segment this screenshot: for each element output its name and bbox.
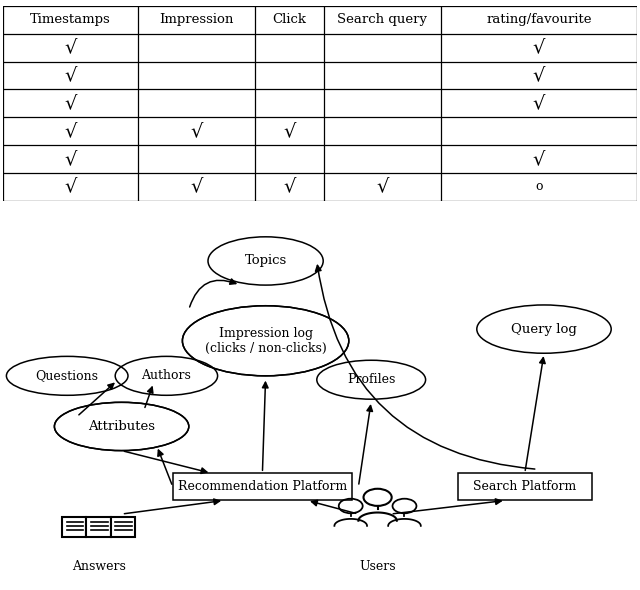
Bar (173, 473, 352, 500)
Text: Topics: Topics (244, 254, 287, 267)
Text: √: √ (65, 38, 77, 57)
Text: Questions: Questions (36, 369, 99, 382)
Text: Search query: Search query (337, 14, 428, 27)
Ellipse shape (182, 306, 349, 376)
Text: √: √ (65, 122, 77, 140)
Text: Recommendation Platform: Recommendation Platform (178, 480, 347, 493)
Text: Click: Click (273, 14, 307, 27)
Text: Attributes: Attributes (88, 420, 155, 433)
Text: Search Platform: Search Platform (473, 480, 577, 493)
Text: Query log: Query log (511, 323, 577, 336)
Text: √: √ (284, 178, 296, 196)
Text: √: √ (532, 150, 545, 168)
Text: √: √ (65, 94, 77, 112)
Text: √: √ (65, 150, 77, 168)
Ellipse shape (54, 402, 189, 451)
Text: Profiles: Profiles (347, 373, 396, 386)
Text: Users: Users (359, 560, 396, 573)
Text: o: o (535, 180, 543, 193)
FancyBboxPatch shape (111, 517, 135, 537)
Text: √: √ (376, 178, 388, 196)
Text: Impression log
(clicks / non-clicks): Impression log (clicks / non-clicks) (205, 327, 326, 355)
Bar (458, 473, 592, 500)
Text: Answers: Answers (72, 560, 126, 573)
Text: √: √ (532, 38, 545, 57)
Text: Authors: Authors (141, 369, 191, 382)
Text: √: √ (65, 67, 77, 84)
FancyBboxPatch shape (62, 517, 86, 537)
Text: √: √ (65, 178, 77, 196)
Text: √: √ (284, 122, 296, 140)
Text: √: √ (532, 67, 545, 84)
Text: √: √ (191, 122, 203, 140)
Text: Timestamps: Timestamps (30, 14, 111, 27)
Text: √: √ (191, 178, 203, 196)
FancyBboxPatch shape (86, 517, 111, 537)
Text: √: √ (532, 94, 545, 112)
Text: rating/favourite: rating/favourite (486, 14, 591, 27)
Text: Impression: Impression (159, 14, 234, 27)
